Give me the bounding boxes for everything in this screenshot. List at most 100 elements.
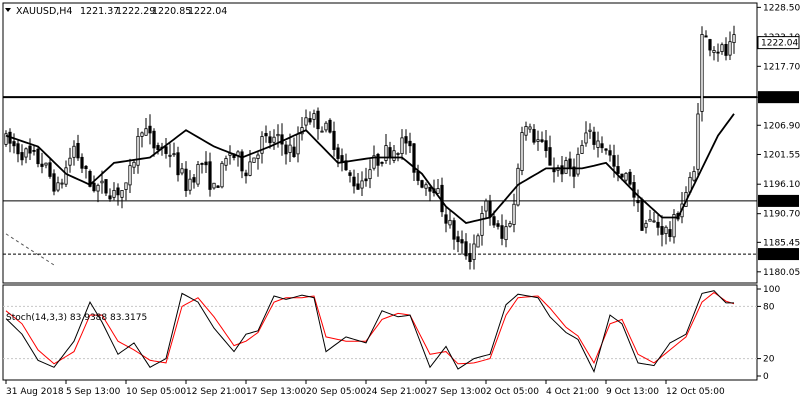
candle: [132, 159, 136, 174]
candle: [696, 103, 700, 178]
candle: [436, 178, 440, 194]
stochastic-panel[interactable]: 100 80 20 0: [3, 285, 780, 382]
candle: [600, 136, 604, 153]
candle-body: [80, 156, 84, 169]
candle: [540, 131, 544, 143]
candle: [320, 126, 324, 133]
candle: [428, 186, 432, 202]
candle-body: [168, 154, 172, 157]
candle-body: [368, 169, 372, 180]
candle-body: [352, 176, 356, 187]
candle: [652, 211, 656, 223]
candle: [272, 129, 276, 150]
candle-body: [240, 151, 244, 172]
candle-body: [332, 130, 336, 150]
price-axis[interactable]: 1228.501223.101217.701206.901201.551196.…: [757, 3, 800, 278]
candle: [140, 131, 144, 148]
candle-body: [280, 134, 284, 145]
candle-body: [456, 236, 460, 243]
level-price-tag[interactable]: [758, 194, 799, 207]
stochastic-label: Stoch(14,3,3) 83.9388 83.3175: [6, 313, 147, 323]
horizontal-levels[interactable]: [3, 96, 757, 255]
candle: [176, 146, 180, 182]
candle: [504, 219, 508, 248]
candle: [732, 25, 736, 54]
candle: [68, 147, 72, 173]
candle: [204, 151, 208, 173]
candle: [208, 152, 212, 197]
candle-body: [620, 173, 624, 178]
candle-body: [328, 119, 332, 133]
candle: [76, 134, 80, 161]
candle: [356, 173, 360, 190]
candle-body: [404, 136, 408, 144]
candle: [520, 126, 524, 176]
time-axis[interactable]: 31 Aug 2018 5 Sep 13:00 10 Sep 05:00 12 Sep…: [5, 380, 725, 397]
candle: [284, 140, 288, 165]
candle-body: [376, 153, 380, 166]
candle-body: [492, 216, 496, 226]
candle-body: [696, 113, 700, 170]
candle-body: [388, 147, 392, 159]
candle-body: [576, 153, 580, 175]
candle-body: [204, 161, 208, 166]
candle-body: [84, 165, 88, 170]
candle-body: [12, 141, 16, 147]
candle: [36, 147, 40, 168]
candle: [168, 143, 172, 168]
candle-body: [592, 131, 596, 145]
candle: [616, 154, 620, 182]
candle-body: [728, 41, 732, 56]
candle: [324, 121, 328, 133]
candle-body: [628, 171, 632, 185]
candle-body: [508, 223, 512, 227]
candle: [112, 182, 116, 201]
candle-body: [324, 122, 328, 131]
time-tick-label: 10 Sep 05:00: [126, 387, 186, 397]
time-tick-label: 31 Aug 2018: [6, 387, 64, 397]
candle: [332, 121, 336, 157]
candle-body: [120, 190, 124, 198]
candle: [104, 179, 108, 197]
candle: [572, 158, 576, 189]
candle-body: [648, 218, 652, 222]
candle: [444, 205, 448, 233]
candle-body: [616, 166, 620, 174]
level-price-tag[interactable]: [758, 248, 799, 261]
candle: [260, 131, 264, 164]
candle-body: [152, 130, 156, 149]
candle-body: [596, 140, 600, 148]
level-price-label: 1183.30: [761, 250, 798, 260]
candle: [484, 198, 488, 218]
candle-body: [76, 142, 80, 159]
candle-body: [480, 213, 484, 236]
open-value: 1221.37: [80, 6, 119, 17]
candle-body: [468, 253, 472, 262]
triangle-down-icon[interactable]: [5, 8, 11, 12]
candle: [12, 133, 16, 154]
candle-body: [420, 180, 424, 188]
candle-body: [612, 155, 616, 167]
candle: [136, 127, 140, 174]
candle: [56, 176, 60, 193]
candle-body: [268, 136, 272, 144]
candle: [636, 189, 640, 212]
candle: [184, 161, 188, 197]
candle-body: [460, 239, 464, 244]
candle: [124, 182, 128, 201]
current-price-tag[interactable]: [757, 36, 800, 50]
main-panel-frame: [2, 2, 758, 381]
candle: [24, 147, 28, 164]
candle-body: [476, 235, 480, 248]
candle: [360, 171, 364, 196]
candle-body: [656, 221, 660, 228]
level-price-tag[interactable]: [758, 91, 799, 104]
chart-header: XAUUSD,H4 1221.37 1222.29 1220.85 1222.0…: [5, 6, 227, 17]
candle: [156, 142, 160, 155]
time-tick-label: 5 Sep 13:00: [66, 387, 121, 397]
candle: [32, 145, 36, 156]
candle-body: [20, 152, 24, 161]
candle: [128, 158, 132, 194]
